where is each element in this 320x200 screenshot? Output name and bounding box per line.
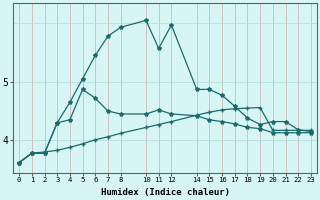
X-axis label: Humidex (Indice chaleur): Humidex (Indice chaleur) (100, 188, 229, 197)
